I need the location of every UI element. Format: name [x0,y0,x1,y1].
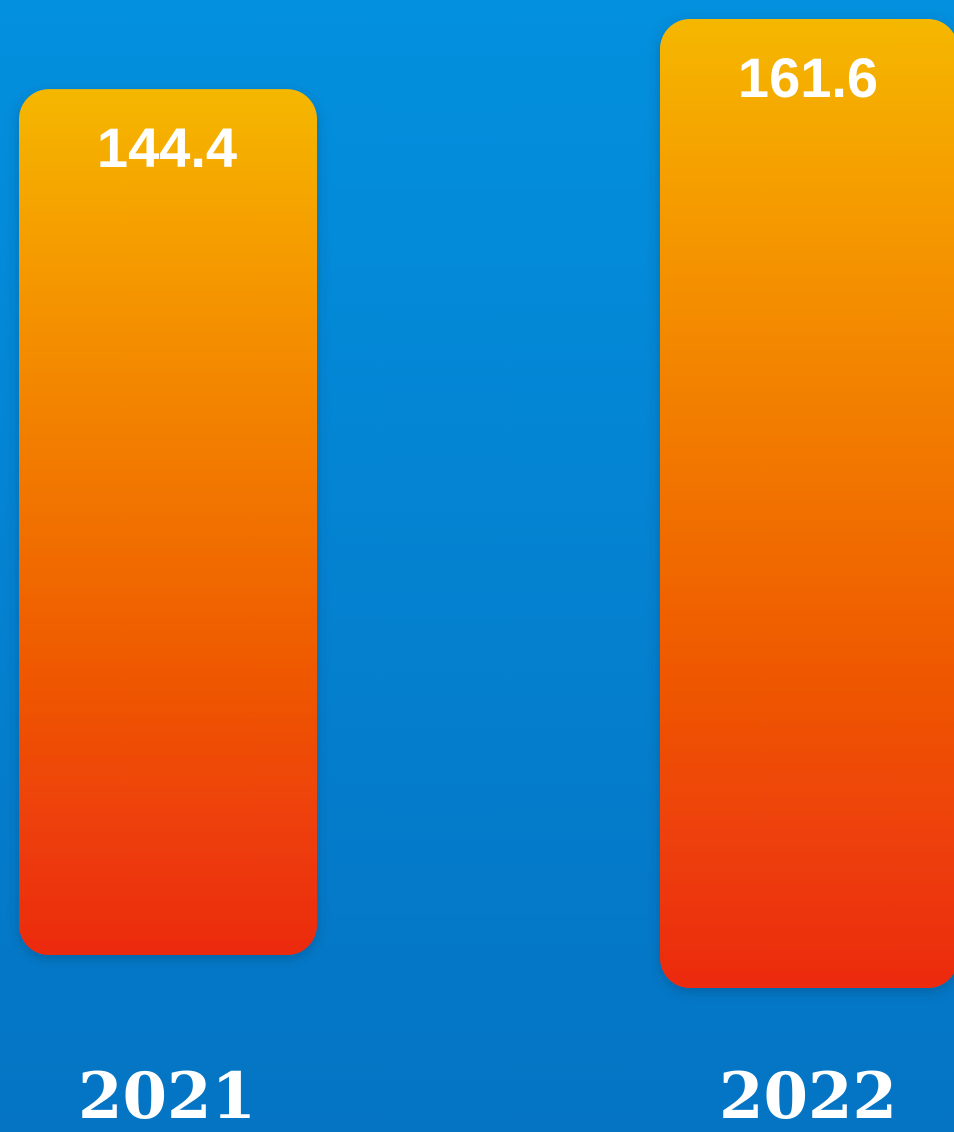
bar-value-label: 144.4 [97,116,237,179]
bar-value-label: 161.6 [738,46,878,109]
category-label: 2022 [719,1059,897,1132]
bar-2021 [19,89,317,956]
bars-layer [19,19,954,988]
labels-layer: 144.4 2021 161.6 2022 [78,46,897,1132]
bar-2022 [660,19,954,988]
category-label: 2021 [78,1059,256,1132]
